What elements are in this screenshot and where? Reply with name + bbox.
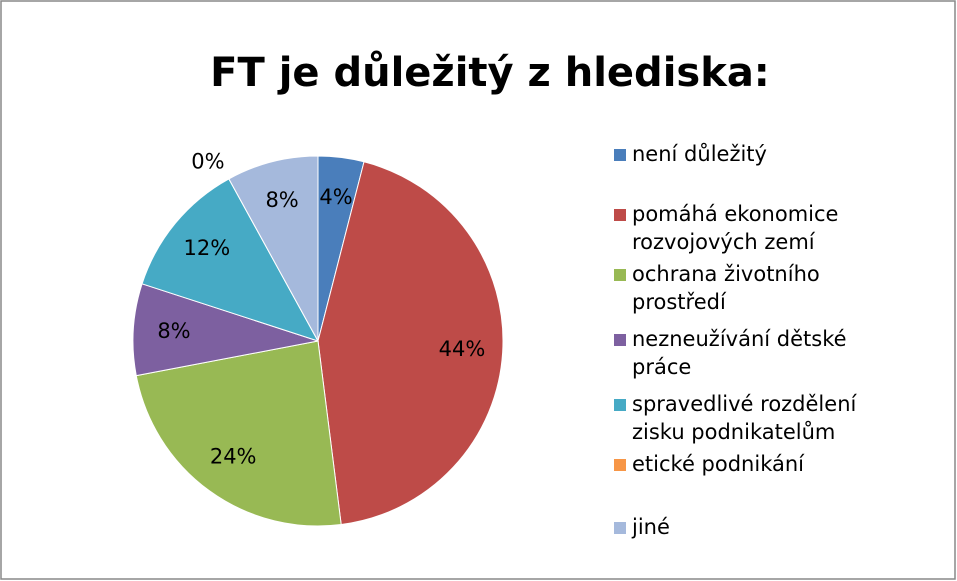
pie-slice <box>141 178 320 342</box>
pie-slice <box>132 283 319 377</box>
legend-label: ochrana životního prostředí <box>632 262 820 314</box>
data-label: 8% <box>157 319 190 343</box>
data-label: 0% <box>191 150 224 174</box>
legend-label: jiné <box>631 515 670 539</box>
data-label: 4% <box>319 185 352 209</box>
legend-swatch <box>614 269 626 281</box>
legend-swatch <box>614 334 626 346</box>
legend-label: pomáhá ekonomice rozvojových zemí <box>632 202 838 254</box>
legend-label: není důležitý <box>632 142 767 166</box>
legend-swatch <box>614 459 626 471</box>
chart-title: FT je důležitý z hlediska: <box>210 49 770 96</box>
legend-label: etické podnikání <box>632 452 805 476</box>
data-label: 8% <box>265 188 298 212</box>
legend-label: spravedlivé rozdělení zisku podnikatelům <box>632 392 858 444</box>
pie-slice <box>317 161 504 526</box>
pie-slice <box>228 155 319 342</box>
data-label: 44% <box>439 337 486 361</box>
data-label: 24% <box>210 445 257 469</box>
legend-swatch <box>614 209 626 221</box>
legend-swatch <box>614 399 626 411</box>
legend-swatch <box>614 522 626 534</box>
legend-swatch <box>614 149 626 161</box>
pie-slice <box>135 340 342 527</box>
legend-label: nezneužívání dětské práce <box>632 327 847 379</box>
data-label: 12% <box>183 236 230 260</box>
